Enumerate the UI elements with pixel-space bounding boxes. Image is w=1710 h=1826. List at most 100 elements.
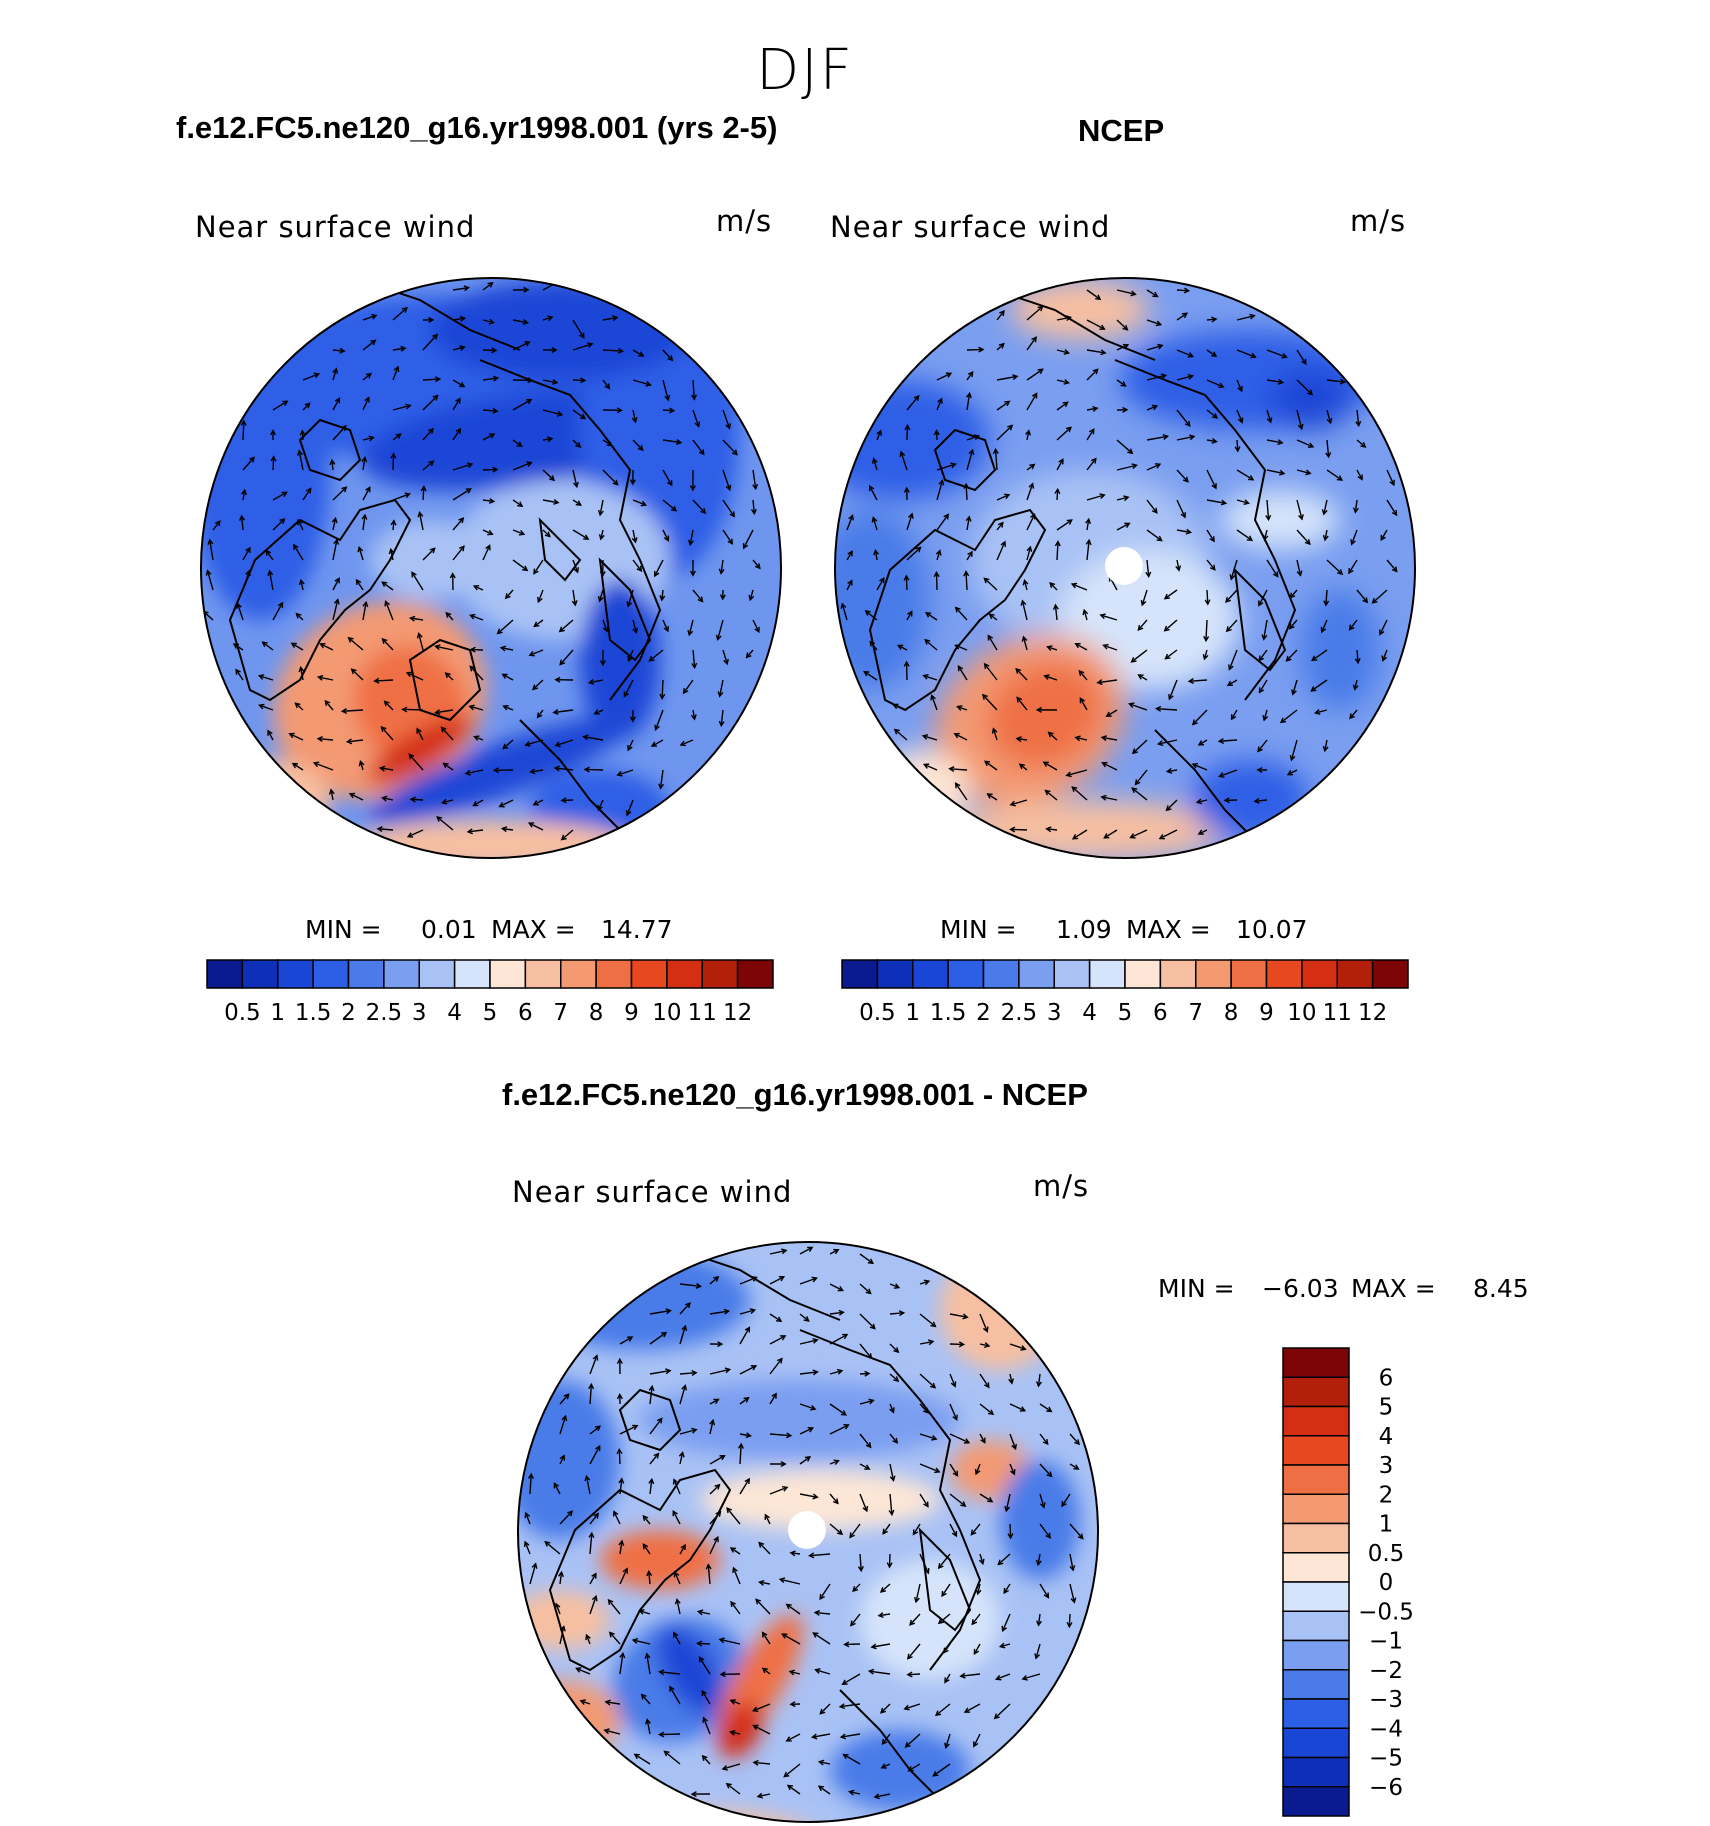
cb1-tick-label: 9 — [624, 1000, 639, 1026]
colorbar-3-swatch — [1282, 1727, 1350, 1759]
panel2-title: NCEP — [1078, 113, 1165, 148]
cb1-swatch — [241, 959, 279, 989]
cb2-tick-label: 7 — [1188, 1000, 1203, 1026]
colorbar-3-tick-label: 5 — [1379, 1395, 1394, 1421]
panel3-min-value: −6.03 — [1262, 1274, 1339, 1303]
map2-pole-hole — [1105, 547, 1143, 585]
cb2-tick-label: 5 — [1118, 1000, 1133, 1026]
colorbar-3: 6 5 4 3 2 1 0.5 0 −0.5 −1 −2 −3 −4 −5 −6 — [1282, 1347, 1414, 1817]
cb1-swatch — [666, 959, 703, 989]
panel2-variable: Near surface wind — [830, 210, 1111, 244]
colorbar-3-tick-label: −5 — [1369, 1746, 1403, 1772]
cb1-swatch — [312, 959, 350, 989]
cb2-tick-label: 2 — [976, 1000, 991, 1026]
map3-pole-hole — [788, 1511, 826, 1549]
cb1-tick-label: 3 — [412, 1000, 427, 1026]
panel3-max-value: 8.45 — [1473, 1274, 1529, 1303]
cb1-tick-label: 11 — [688, 1000, 717, 1026]
colorbar-3-swatch — [1282, 1756, 1350, 1788]
cb1-tick-label: 2.5 — [366, 1000, 403, 1026]
panel1-title: f.e12.FC5.ne120_g16.yr1998.001 (yrs 2-5) — [176, 110, 778, 145]
map3-wind-vectors — [523, 1246, 1084, 1800]
panel3-variable: Near surface wind — [512, 1175, 793, 1209]
cb2-swatch — [1088, 959, 1126, 989]
cb1-swatch — [383, 959, 420, 989]
cb2-swatch — [1371, 959, 1409, 989]
colorbar-3-tick-label: 6 — [1379, 1365, 1394, 1391]
colorbar-3-swatch — [1282, 1405, 1350, 1437]
cb1-swatch — [524, 959, 562, 989]
colorbar-3-swatch — [1282, 1522, 1350, 1554]
panel2-max-value: 10.07 — [1236, 915, 1308, 944]
season-title: DJF — [756, 38, 854, 103]
cb1-tick-label: 1.5 — [295, 1000, 332, 1026]
cb2-swatch — [1336, 959, 1374, 989]
cb2-swatch — [1018, 959, 1055, 989]
cb2-tick-label: 4 — [1082, 1000, 1097, 1026]
map2-border — [834, 277, 1416, 859]
cb2-swatch — [947, 959, 985, 989]
colorbar-3-tick-label: 0.5 — [1368, 1541, 1405, 1567]
panel2-units: m/s — [1350, 204, 1407, 238]
cb1-swatch — [595, 959, 633, 989]
map1 — [200, 277, 782, 859]
cb2-swatch — [1301, 959, 1338, 989]
colorbar-3-swatch — [1282, 1493, 1350, 1525]
panel3-max-label: MAX = — [1351, 1274, 1436, 1303]
cb2-tick-label: 10 — [1287, 1000, 1316, 1026]
cb2-swatch — [982, 959, 1020, 989]
map1-border — [200, 277, 782, 859]
cb1-tick-label: 2 — [341, 1000, 356, 1026]
panel1-max-value: 14.77 — [601, 915, 673, 944]
cb1-tick-label: 5 — [483, 1000, 498, 1026]
colorbar-3-swatch — [1282, 1435, 1350, 1466]
cb1-swatch — [736, 959, 774, 989]
map3-coastlines — [548, 1249, 982, 1801]
cb2-tick-label: 1.5 — [930, 1000, 967, 1026]
colorbar-3-swatch — [1282, 1786, 1350, 1817]
colorbar-3-tick-label: −6 — [1369, 1775, 1403, 1801]
colorbar-3-swatch — [1282, 1552, 1350, 1583]
cb1-tick-label: 4 — [447, 1000, 462, 1026]
colorbar-3-swatch — [1282, 1347, 1350, 1378]
cb1-tick-label: 7 — [553, 1000, 568, 1026]
colorbar-3-swatch — [1282, 1669, 1350, 1700]
colorbar-3-swatch — [1282, 1698, 1350, 1729]
cb1-swatch — [206, 959, 244, 989]
cb2-swatch — [1053, 959, 1091, 989]
colorbar-3-swatch — [1282, 1464, 1350, 1495]
map1-wind-vectors — [202, 280, 761, 841]
panel3-title: f.e12.FC5.ne120_g16.yr1998.001 - NCEP — [502, 1077, 1088, 1112]
cb2-tick-label: 8 — [1224, 1000, 1239, 1026]
panel3-units: m/s — [1033, 1169, 1090, 1203]
cb1-swatch — [489, 959, 527, 989]
cb1-swatch — [560, 959, 597, 989]
panel2-max-label: MAX = — [1126, 915, 1211, 944]
colorbar-3-tick-label: −3 — [1369, 1687, 1403, 1713]
cb2-swatch — [841, 959, 879, 989]
colorbar-3-tick-label: −2 — [1369, 1658, 1403, 1684]
cb2-tick-label: 11 — [1323, 1000, 1352, 1026]
cb1-swatch — [453, 959, 491, 989]
panel1-min-value: 0.01 — [421, 915, 477, 944]
colorbar-3-swatch — [1282, 1376, 1350, 1408]
cb2-tick-label: 0.5 — [859, 1000, 896, 1026]
map3 — [517, 1241, 1099, 1823]
cb2-swatch — [1265, 959, 1303, 989]
colorbar-3-tick-label: 1 — [1379, 1512, 1394, 1538]
cb1-swatch — [418, 959, 456, 989]
panel1-variable: Near surface wind — [195, 210, 476, 244]
map3-border — [517, 1241, 1099, 1823]
cb2-swatch — [1195, 959, 1232, 989]
cb2-tick-label: 2.5 — [1001, 1000, 1038, 1026]
panel2-min-value: 1.09 — [1056, 915, 1112, 944]
colorbar-3-tick-label: 3 — [1379, 1453, 1394, 1479]
colorbar-3-tick-label: −1 — [1369, 1629, 1403, 1655]
colorbar-3-swatch — [1282, 1581, 1350, 1612]
cb1-tick-label: 8 — [589, 1000, 604, 1026]
map2-wind-vectors — [840, 287, 1398, 840]
cb2-swatch — [1124, 959, 1162, 989]
colorbar-1: 0.5 1 1.5 2 2.5 3 4 5 6 7 8 9 10 11 12 — [206, 959, 774, 1026]
cb1-swatch — [347, 959, 385, 989]
cb1-tick-label: 0.5 — [224, 1000, 261, 1026]
